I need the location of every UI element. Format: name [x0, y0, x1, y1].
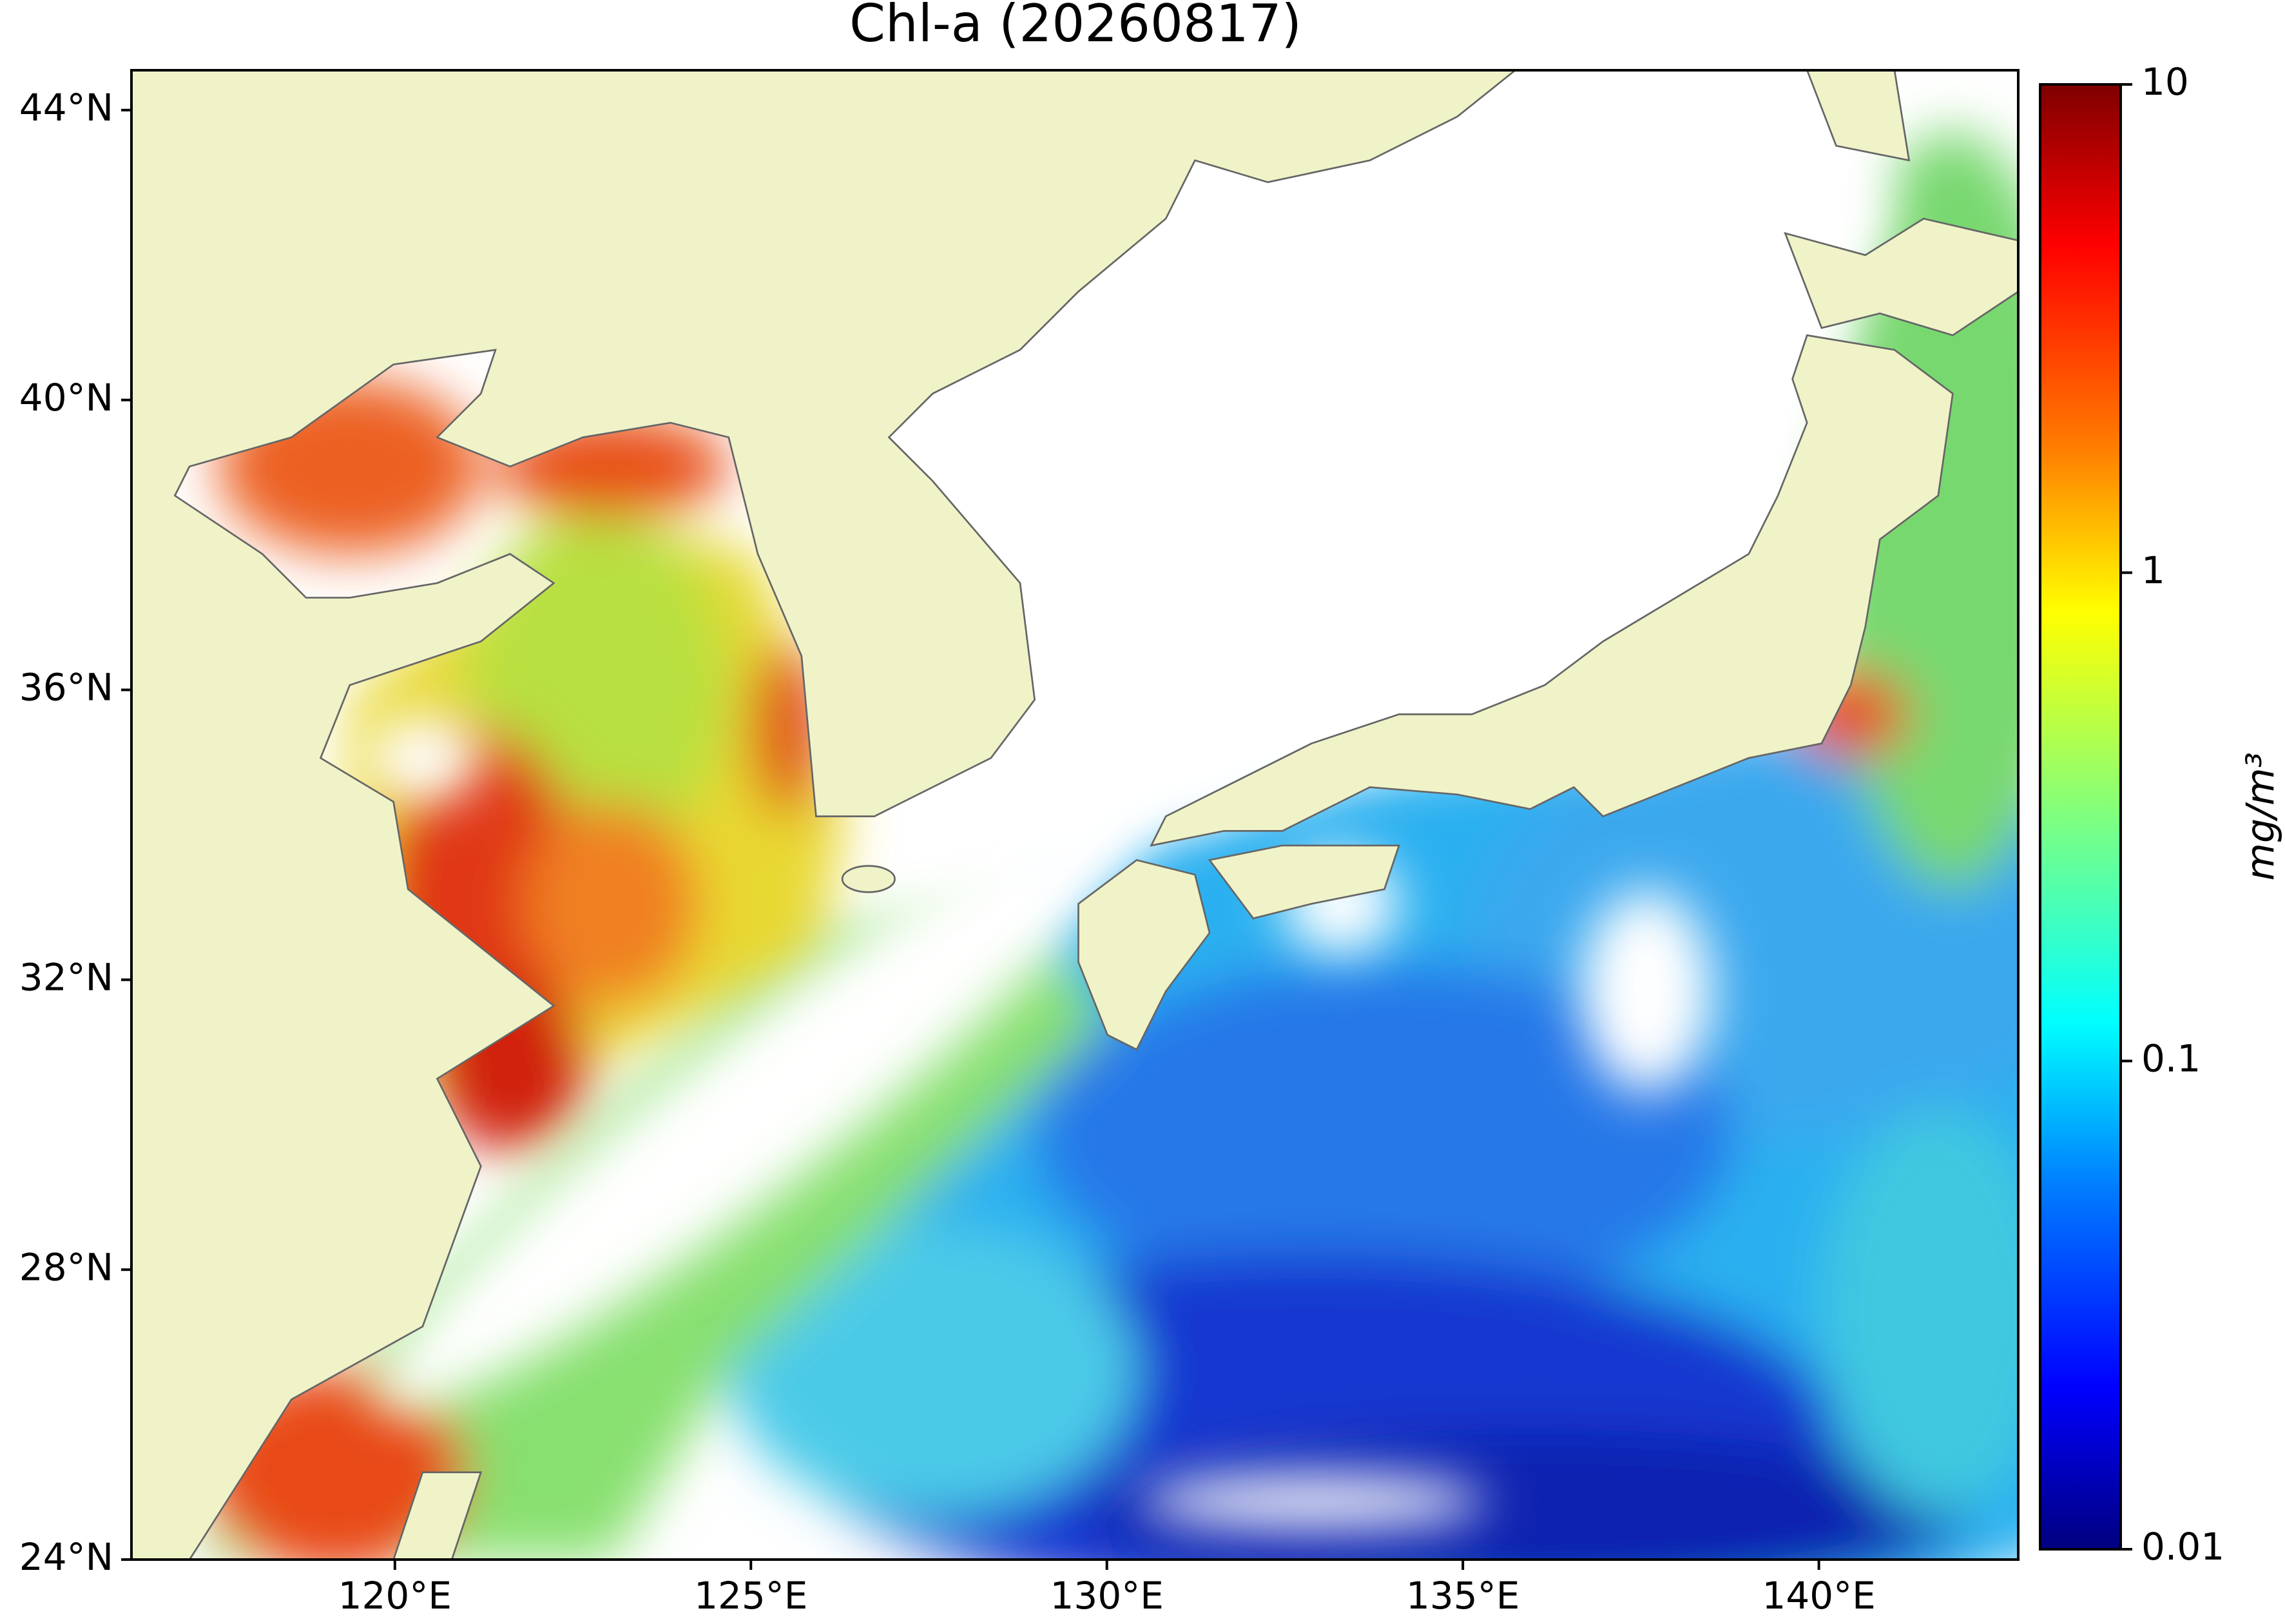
y-tick-label: 24°N: [19, 1535, 113, 1579]
cloud: [1581, 889, 1713, 1094]
colorbar-tick-label: 10: [2141, 60, 2189, 104]
hokkaido: [1784, 217, 2019, 336]
colorbar: [2039, 83, 2122, 1551]
chl-patch: [1821, 1108, 2019, 1516]
y-tick-label: 32°N: [19, 955, 113, 999]
colorbar-tick-label: 0.01: [2141, 1525, 2224, 1569]
colorbar-label: mg/m³: [2239, 752, 2284, 880]
cloud: [364, 714, 481, 802]
y-tick-label: 44°N: [19, 86, 113, 130]
shikoku: [1208, 844, 1400, 920]
chl-patch: [728, 1224, 1137, 1516]
cloud: [874, 87, 1895, 817]
x-tick-label: 125°E: [694, 1574, 807, 1618]
honshu: [1150, 334, 1954, 847]
y-tick-label: 28°N: [19, 1245, 113, 1289]
jeju: [841, 865, 896, 893]
map-image: [131, 70, 2019, 1560]
x-tick-label: 120°E: [338, 1574, 452, 1618]
cloud: [1136, 1475, 1487, 1528]
map-frame: [130, 69, 2020, 1561]
chl-patch: [525, 802, 700, 1006]
map-title: Chl-a (20260817): [849, 0, 1302, 53]
kyushu: [1077, 859, 1211, 1051]
x-tick-label: 130°E: [1050, 1574, 1164, 1618]
taiwan: [392, 1471, 483, 1560]
y-tick-label: 40°N: [19, 376, 113, 420]
x-tick-label: 140°E: [1762, 1574, 1875, 1618]
cloud: [375, 805, 1141, 1411]
sakhalin: [1806, 70, 1911, 162]
chl-patch: [1034, 962, 1735, 1312]
land: [131, 70, 2019, 1560]
x-tick-label: 135°E: [1406, 1574, 1519, 1618]
colorbar-tick-label: 0.1: [2141, 1036, 2201, 1080]
y-tick-label: 36°N: [19, 666, 113, 710]
cloud-mask: [364, 87, 1895, 1528]
colorbar-tick-label: 1: [2141, 548, 2165, 592]
mainland: [131, 70, 1518, 1560]
